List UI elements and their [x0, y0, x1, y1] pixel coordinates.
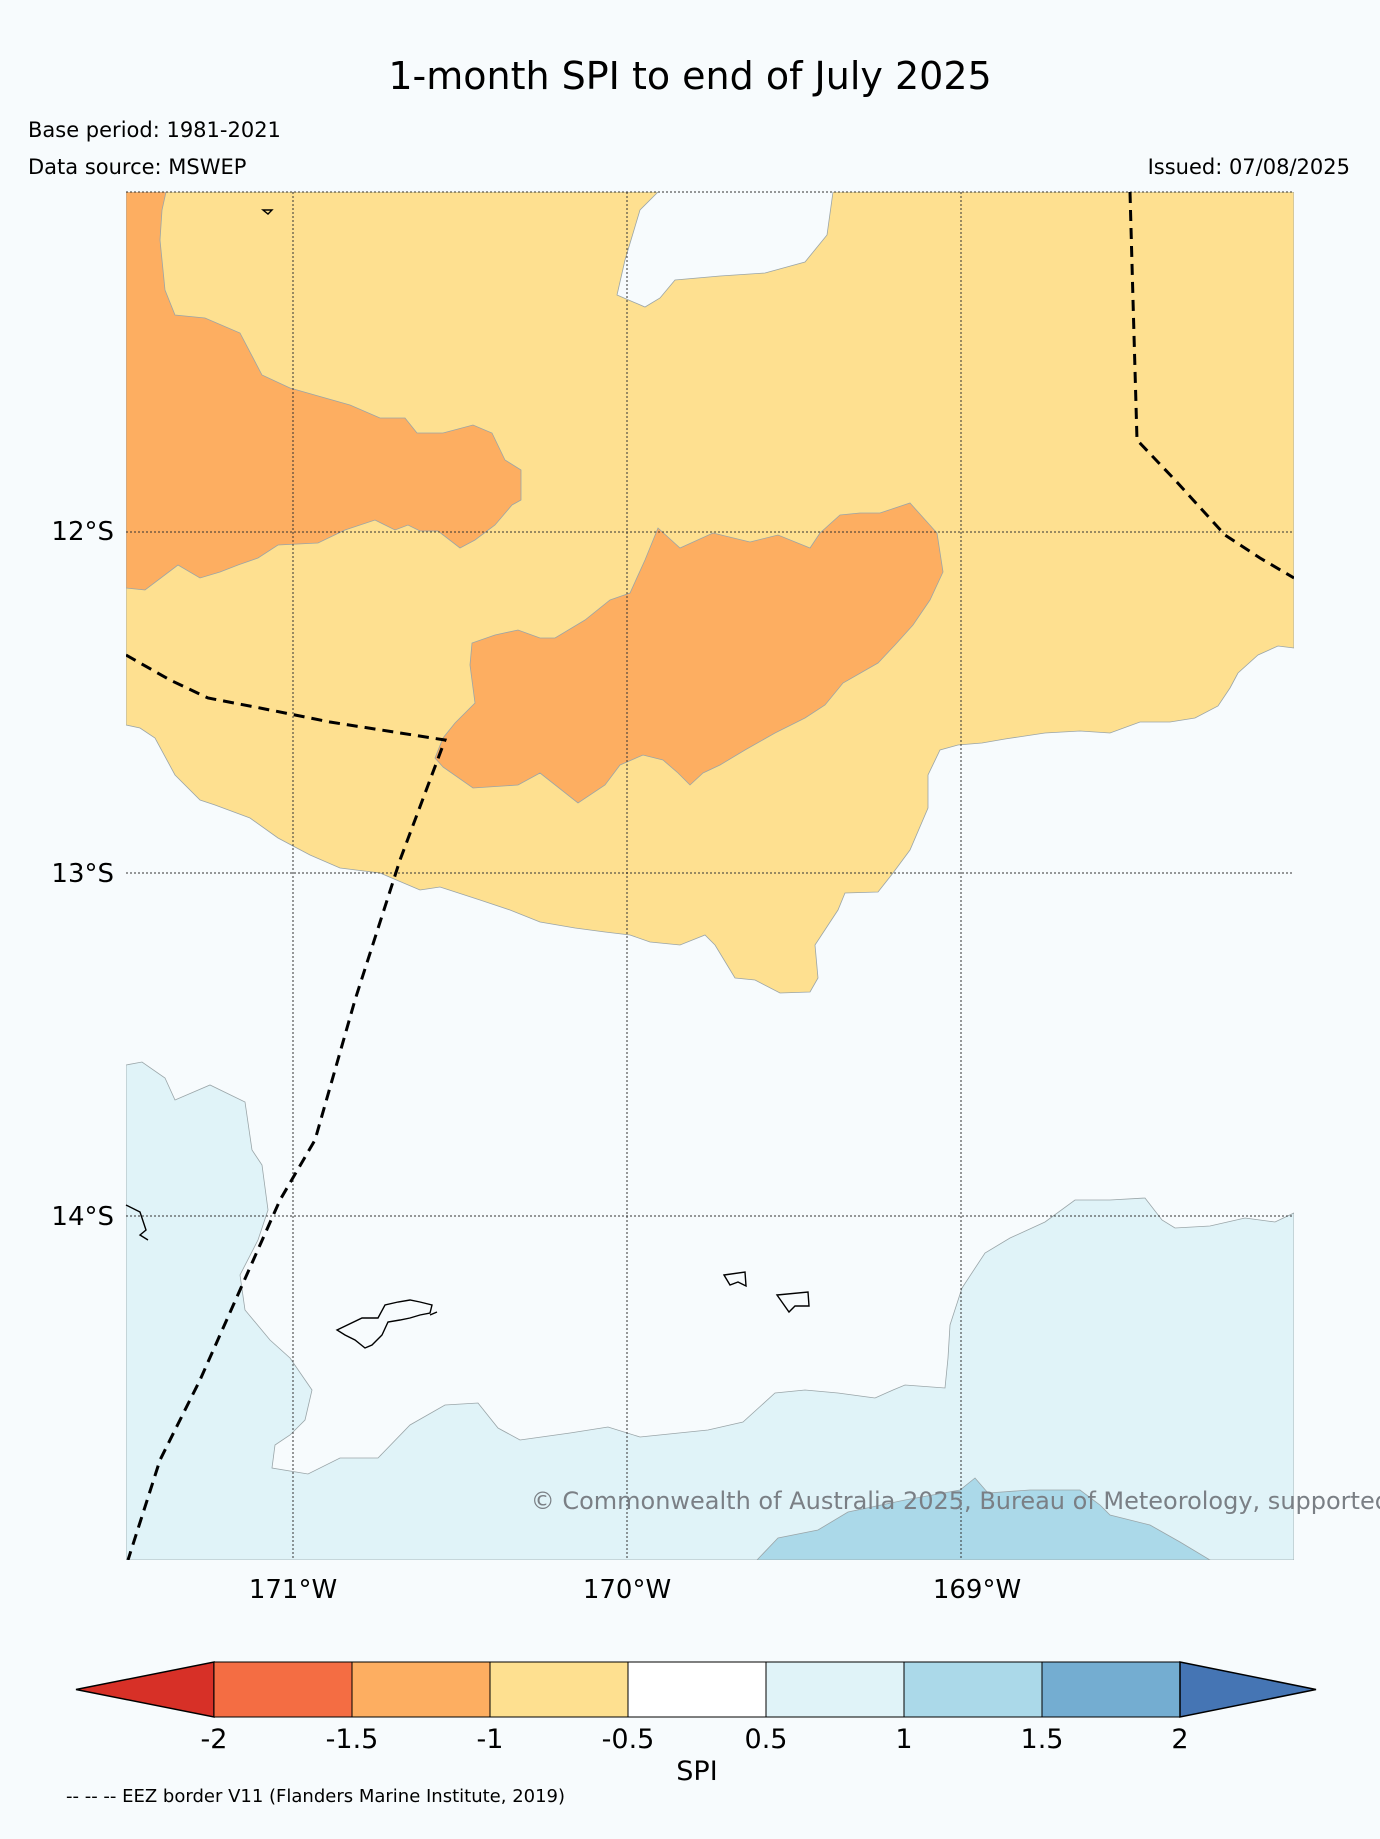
colorbar-tick-label: -1.5: [326, 1724, 379, 1755]
colorbar-extend-low: [75, 1661, 215, 1718]
lat-label-12s: 12°S: [51, 517, 114, 547]
colorbar-segment: [765, 1661, 905, 1718]
copyright-text: © Commonwealth of Australia 2025, Bureau…: [531, 1487, 1380, 1515]
colorbar-tick-label: 1: [895, 1724, 912, 1755]
spi-region-drier-central: [434, 502, 944, 804]
lat-label-13s: 13°S: [51, 859, 114, 889]
eez-legend-note: -- -- -- EEZ border V11 (Flanders Marine…: [66, 1786, 566, 1807]
data-source-label: Data source: MSWEP: [28, 155, 247, 179]
colorbar-segment: [213, 1661, 353, 1718]
island-west-edge: [125, 1204, 149, 1241]
colorbar-segment: [1041, 1661, 1181, 1718]
colorbar-tick-label: 2: [1171, 1724, 1188, 1755]
colorbar-extend-high: [1179, 1661, 1317, 1718]
lon-label-169w: 169°W: [933, 1575, 1021, 1605]
colorbar-label: SPI: [676, 1756, 717, 1787]
colorbar-tick-label: -2: [201, 1724, 228, 1755]
spi-region-drier-northwest: [126, 192, 522, 591]
colorbar-tick-label: 1.5: [1021, 1724, 1064, 1755]
graticule: [126, 191, 1294, 1560]
island-tutuila: [335, 1299, 438, 1349]
colorbar-segment: [903, 1661, 1043, 1718]
colorbar-segment: [627, 1661, 767, 1718]
spi-region-wetter-south: [756, 1477, 1211, 1560]
island-ofu-olosega: [722, 1271, 747, 1288]
spi-region-wet-southwest: [126, 1061, 1294, 1560]
colorbar-segment: [351, 1661, 491, 1718]
eez-border-east: [1128, 192, 1294, 580]
issued-date-label: Issued: 07/08/2025: [1147, 155, 1350, 179]
colorbar-tick-label: -0.5: [602, 1724, 655, 1755]
island-small-north: [261, 209, 274, 215]
island-tau: [775, 1291, 810, 1314]
colorbar-segment: [489, 1661, 629, 1718]
colorbar-tick-label: 0.5: [745, 1724, 788, 1755]
lon-label-171w: 171°W: [249, 1575, 337, 1605]
base-period-label: Base period: 1981-2021: [28, 118, 281, 142]
spi-colorbar: -2 -1.5 -1 -0.5 0.5 1 1.5 2: [75, 1661, 1317, 1755]
colorbar-tick-label: -1: [477, 1724, 504, 1755]
lon-label-170w: 170°W: [583, 1575, 671, 1605]
map-title: 1-month SPI to end of July 2025: [388, 54, 992, 98]
lat-label-14s: 14°S: [51, 1202, 114, 1232]
